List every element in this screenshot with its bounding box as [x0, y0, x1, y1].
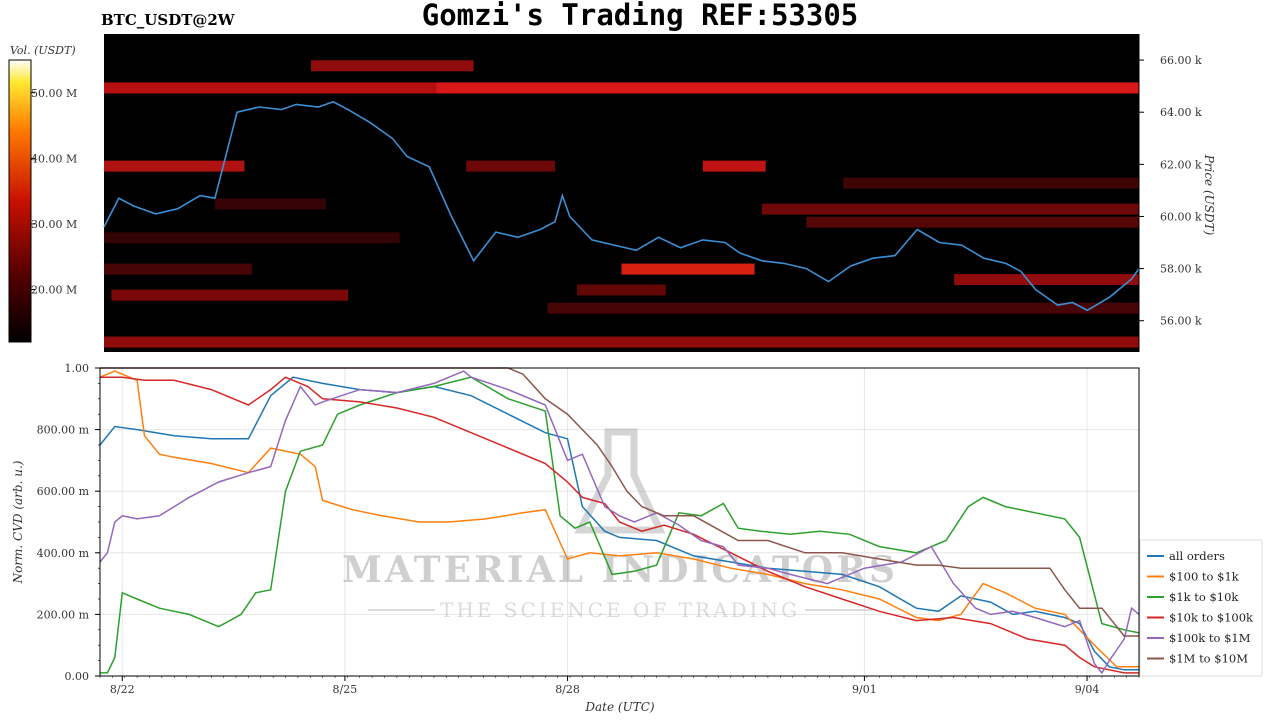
- series-line: [100, 367, 1139, 637]
- legend-entry: $1M to $10M: [1169, 652, 1248, 666]
- legend-entry: $10k to $100k: [1169, 611, 1254, 625]
- series-line: [99, 370, 1140, 675]
- date-tick-label: 8/22: [110, 683, 135, 696]
- cvd-panel: MATERIAL INDICATORS THE SCIENCE OF TRADI…: [11, 362, 1263, 714]
- price-tick-label: 64.00 k: [1160, 106, 1202, 119]
- cvd-y-tick-label: 600.00 m: [37, 485, 90, 498]
- date-tick-label: 8/25: [333, 683, 358, 696]
- cvd-y-tick-label: 1.00: [65, 362, 90, 375]
- price-axis-label: Price (USDT): [1202, 154, 1216, 236]
- series-line: [99, 376, 1139, 671]
- price-line: [103, 100, 1140, 312]
- date-axis-label: Date (UTC): [584, 700, 654, 714]
- legend-entry: $1k to $10k: [1169, 590, 1239, 604]
- cvd-y-tick-label: 800.00 m: [37, 424, 90, 437]
- price-tick-label: 56.00 k: [1160, 315, 1202, 328]
- cvd-y-tick-label: 400.00 m: [37, 547, 90, 560]
- cvd-axis-label: Norm. CVD (arb. u.): [11, 460, 25, 584]
- colorbar-tick-label: 40.00 M: [31, 152, 77, 165]
- colorbar-tick-label: 50.00 M: [31, 87, 77, 100]
- series-line: [99, 370, 1139, 668]
- series-line: [100, 376, 1139, 674]
- price-tick-label: 66.00 k: [1160, 54, 1202, 67]
- date-tick-label: 9/01: [852, 683, 877, 696]
- pair-label: BTC_USDT@2W: [101, 11, 235, 29]
- date-tick-label: 8/28: [555, 683, 580, 696]
- series-line: [100, 376, 1140, 674]
- watermark-line2: THE SCIENCE OF TRADING: [440, 598, 800, 622]
- colorbar-tick-label: 20.00 M: [31, 284, 77, 297]
- legend-entry: $100 to $1k: [1169, 570, 1240, 584]
- date-tick-label: 9/04: [1075, 683, 1100, 696]
- colorbar-label: Vol. (USDT): [10, 44, 76, 57]
- price-tick-label: 60.00 k: [1160, 210, 1202, 223]
- chart-title: Gomzi's Trading REF:53305: [421, 0, 859, 32]
- watermark: MATERIAL INDICATORS THE SCIENCE OF TRADI…: [342, 428, 895, 622]
- cvd-y-tick-label: 0.00: [65, 670, 90, 683]
- cvd-y-tick-label: 200.00 m: [37, 608, 90, 621]
- legend-entry: all orders: [1169, 549, 1225, 563]
- flask-icon: [574, 428, 666, 534]
- price-tick-label: 62.00 k: [1160, 158, 1202, 171]
- legend-entry: $100k to $1M: [1169, 631, 1251, 645]
- colorbar: [8, 59, 32, 343]
- legend: all orders $100 to $1k $1k to $10k $10k to …: [1139, 539, 1263, 677]
- price-tick-label: 58.00 k: [1160, 263, 1202, 276]
- heatmap-panel: 50.00 M 40.00 M 30.00 M 20.00 M 66.00 k 64.0…: [8, 34, 1216, 352]
- colorbar-tick-label: 30.00 M: [31, 218, 77, 231]
